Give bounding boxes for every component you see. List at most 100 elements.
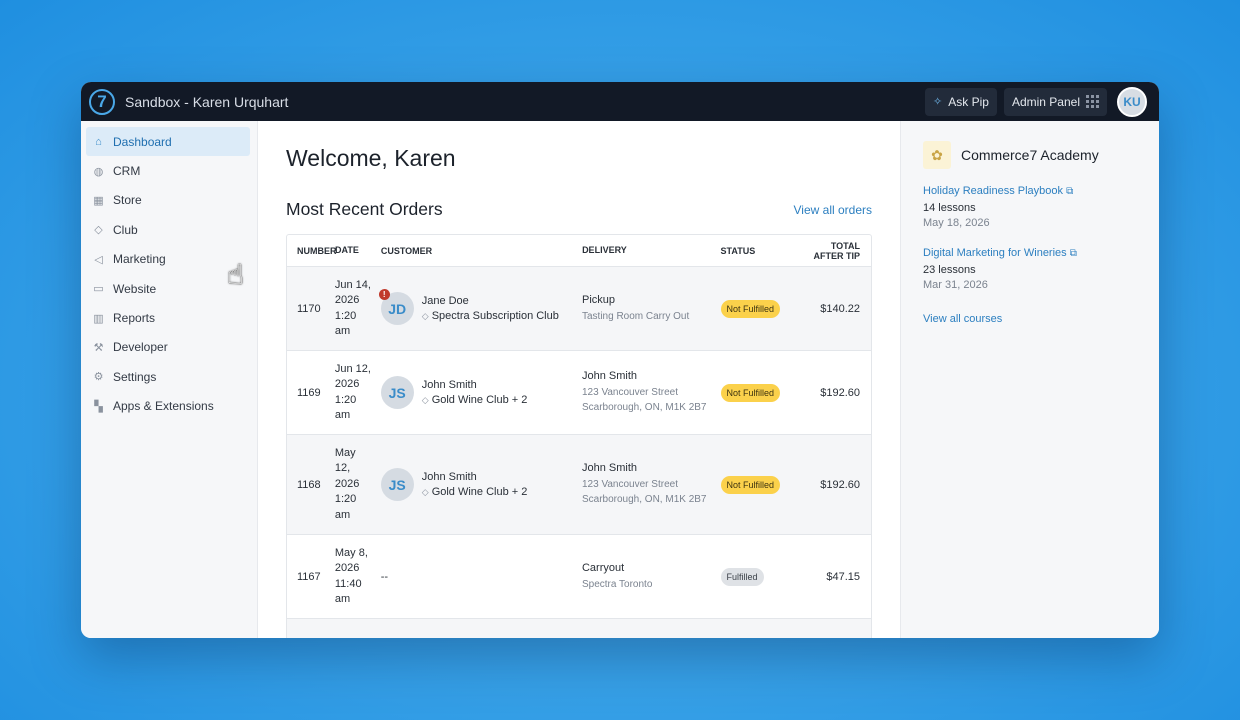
external-link-icon: ⧉ [1069, 248, 1077, 259]
order-number[interactable]: 1170 [297, 302, 321, 315]
sidebar-item-dashboard[interactable]: ⌂ Dashboard [86, 127, 250, 157]
order-total: $140.22 [820, 302, 860, 315]
col-date[interactable]: DATE [335, 244, 359, 255]
customer-avatar: ! JD [378, 289, 414, 325]
sidebar-item-store[interactable]: ▦ Store [86, 186, 250, 215]
customer-club: ◇ Gold Wine Club + 2 [422, 394, 528, 406]
sidebar-item-reports[interactable]: ▥ Reports [86, 303, 250, 332]
table-row[interactable]: 1170 Jun 14, 2026 1:20 am ! JD Jane Doe ◇ S… [287, 267, 871, 351]
order-date: Jun 14, 2026 1:20 am [335, 278, 381, 340]
order-number[interactable]: 1168 [297, 478, 321, 491]
customer-empty: -- [380, 570, 389, 583]
commerce7-logo-icon[interactable]: 7 [89, 88, 115, 115]
sidebar-item-label: Marketing [113, 252, 166, 267]
table-row[interactable]: 1169 Jun 12, 2026 1:20 am JS John Smith ◇ G… [287, 351, 871, 435]
app-title: Sandbox - Karen Urquhart [125, 93, 289, 110]
store-icon: ▦ [93, 194, 104, 207]
order-date-line: 2026 [334, 562, 360, 574]
status-badge: Not Fulfilled [720, 475, 781, 494]
delivery-method: John Smith [581, 370, 638, 383]
view-all-orders-link[interactable]: View all orders [793, 202, 872, 217]
delivery-detail: Scarborough, ON, M1K 2B7 [581, 494, 707, 506]
col-status[interactable]: STATUS [720, 245, 756, 256]
customer-avatar: JS [380, 468, 414, 501]
order-date-line: Jun 12, [334, 362, 371, 375]
top-bar: 7 Sandbox - Karen Urquhart ✧ Ask Pip Adm… [81, 82, 1159, 121]
order-customer: ! JD Jane Doe ◇ Spectra Subscription Clu… [378, 289, 582, 325]
sidebar-item-label: Club [113, 222, 138, 237]
order-date-line: 2026 [334, 378, 360, 390]
table-row[interactable]: 1167 May 8, 2026 11:40 am -- Carryout Spectr… [287, 535, 871, 619]
customer-name[interactable]: Jane Doe [421, 295, 469, 307]
sparkle-icon: ✧ [933, 96, 943, 108]
globe-icon: ◍ [93, 165, 104, 178]
course-date: Mar 31, 2026 [923, 279, 988, 291]
ask-pip-label: Ask Pip [948, 94, 989, 109]
status-badge: Fulfilled [720, 567, 764, 586]
order-delivery: Carryout Spectra Toronto [582, 561, 721, 592]
delivery-method: Pickup [581, 294, 616, 306]
order-date-line: 2026 [334, 294, 360, 306]
order-total: $192.60 [820, 386, 860, 399]
sidebar-item-label: CRM [113, 164, 141, 179]
order-date: May 12, 2026 1:20 am [335, 446, 381, 524]
external-link-icon: ⧉ [1066, 186, 1074, 197]
course-item: Holiday Readiness Playbook ⧉ 14 lessons … [923, 181, 1137, 229]
table-row[interactable]: 1168 May 12, 2026 1:20 am JS John Smith ◇ Go… [287, 435, 871, 535]
sidebar-item-label: Store [113, 193, 142, 208]
app-window: 7 Sandbox - Karen Urquhart ✧ Ask Pip Adm… [81, 82, 1159, 638]
customer-club-label: Gold Wine Club + 2 [431, 394, 528, 406]
order-date-line: 2026 [334, 477, 360, 490]
col-total-line1: TOTAL [830, 240, 860, 251]
sidebar-item-apps-extensions[interactable]: ▚ Apps & Extensions [86, 392, 250, 421]
sidebar-item-label: Developer [113, 340, 168, 355]
col-number[interactable]: NUMBER [297, 245, 337, 256]
monitor-icon: ▭ [93, 283, 104, 296]
order-date-line: May 8, [334, 546, 368, 559]
gear-icon: ⚙ [93, 371, 104, 384]
course-link[interactable]: Digital Marketing for Wineries ⧉ [923, 247, 1077, 259]
order-delivery: John Smith 123 Vancouver Street Scarboroug… [582, 369, 721, 416]
ask-pip-button[interactable]: ✧ Ask Pip [925, 87, 997, 116]
customer-club-label: Spectra Subscription Club [431, 310, 559, 322]
customer-avatar: JS [380, 376, 414, 409]
user-avatar[interactable]: KU [1117, 86, 1147, 117]
customer-name[interactable]: John Smith [421, 379, 477, 391]
delivery-detail: Spectra Toronto [581, 578, 653, 590]
main-content: Welcome, Karen Most Recent Orders View a… [258, 121, 900, 638]
sidebar-item-website[interactable]: ▭ Website [86, 274, 250, 303]
col-total[interactable]: TOTAL AFTER TIP [795, 241, 871, 261]
sidebar-item-developer[interactable]: ⚒ Developer [86, 333, 250, 362]
order-status: Not Fulfilled [720, 299, 796, 318]
table-header: NUMBER DATE CUSTOMER DELIVERY STATUS TOT… [287, 235, 871, 267]
customer-name[interactable]: John Smith [421, 471, 477, 483]
col-delivery[interactable]: DELIVERY [582, 244, 627, 255]
sidebar-item-crm[interactable]: ◍ CRM [86, 156, 250, 185]
sidebar-item-club[interactable]: ◇ Club [86, 215, 250, 244]
order-number[interactable]: 1169 [297, 386, 321, 399]
sidebar-item-settings[interactable]: ⚙ Settings [86, 362, 250, 391]
col-total-line2: AFTER TIP [813, 250, 861, 261]
order-date-line: 1:20 [334, 393, 357, 406]
sidebar: ⌂ Dashboard ◍ CRM ▦ Store ◇ Club ◁ Marketing ▭ Webs… [81, 121, 258, 638]
order-number[interactable]: 1167 [297, 570, 321, 583]
course-link[interactable]: Holiday Readiness Playbook ⧉ [923, 185, 1073, 197]
order-date-line: 1:20 [334, 309, 357, 322]
order-delivery: Pickup Tasting Room Carry Out [582, 293, 721, 324]
view-all-courses-link[interactable]: View all courses [923, 313, 1003, 325]
admin-panel-button[interactable]: Admin Panel [1003, 87, 1107, 116]
order-date-line: am [334, 325, 351, 337]
customer-club: ◇ Gold Wine Club + 2 [422, 486, 528, 498]
alert-icon: ! [378, 289, 390, 300]
orders-table: NUMBER DATE CUSTOMER DELIVERY STATUS TOT… [286, 234, 872, 638]
order-total: $47.15 [826, 570, 860, 583]
col-customer[interactable]: CUSTOMER [380, 245, 433, 256]
order-status: Not Fulfilled [720, 383, 796, 402]
order-delivery: John Smith 123 Vancouver Street Scarboroug… [582, 461, 721, 508]
order-customer: JS John Smith ◇ Gold Wine Club + 2 [380, 468, 582, 501]
sidebar-item-marketing[interactable]: ◁ Marketing [86, 245, 250, 274]
course-lessons: 23 lessons [923, 264, 976, 276]
order-date-line: Jun 14, [334, 278, 371, 291]
course-lessons: 14 lessons [923, 202, 976, 214]
table-row[interactable] [287, 619, 871, 638]
